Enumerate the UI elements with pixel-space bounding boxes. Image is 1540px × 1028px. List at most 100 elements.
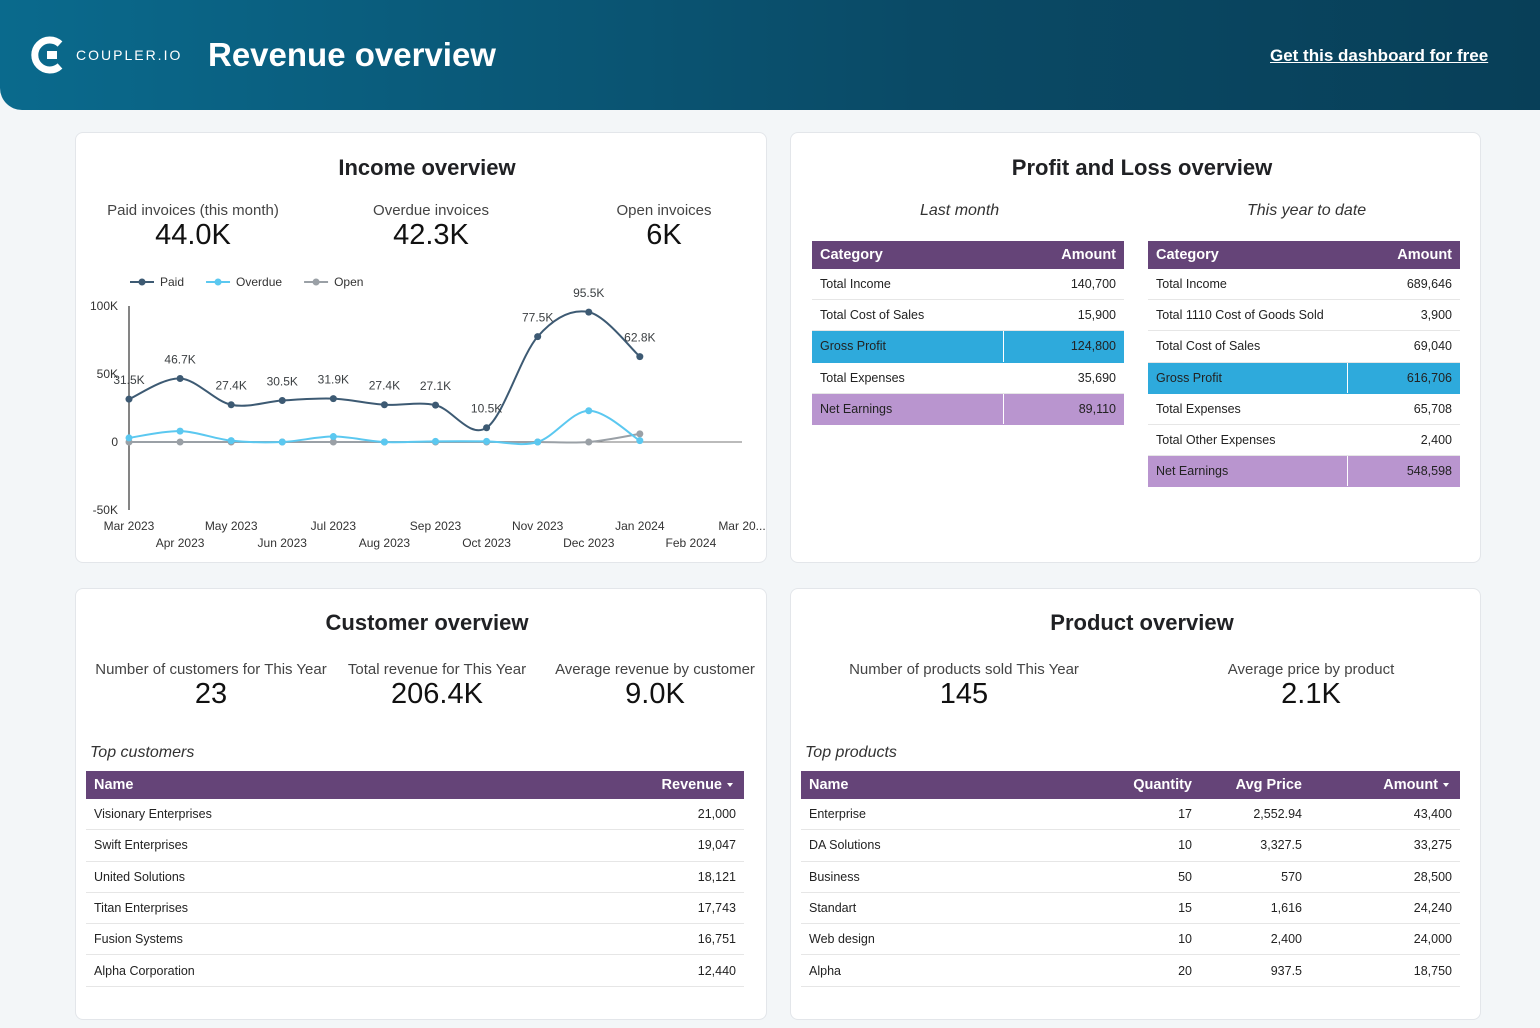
table-cell: 43,400: [1413, 807, 1452, 822]
table-cell: 24,240: [1413, 901, 1452, 916]
data-point: [278, 438, 286, 446]
table-row: Standart 15 1,616 24,240: [801, 893, 1460, 925]
data-point: [176, 438, 184, 446]
y-tick-label: 0: [111, 435, 118, 449]
table-cell: Total Income: [1156, 277, 1227, 292]
table-cell: Visionary Enterprises: [94, 807, 212, 822]
data-label: 31.5K: [113, 373, 144, 387]
legend-label: Paid: [160, 275, 184, 289]
kpi-label: Paid invoices (this month): [107, 202, 279, 219]
data-point: [329, 438, 337, 446]
table-row: Fusion Systems 16,751: [86, 924, 744, 956]
table-cell: 35,690: [1077, 370, 1116, 385]
table-cell: 20: [1178, 963, 1192, 978]
table-row: Gross Profit 124,800: [812, 331, 1124, 363]
table-cell: United Solutions: [94, 869, 186, 884]
data-label: 27.4K: [215, 379, 246, 393]
kpi-label: Average price by product: [1227, 661, 1395, 678]
table-cell: Gross Profit: [1148, 362, 1348, 393]
table-cell: 69,040: [1413, 339, 1452, 354]
x-tick-label: Dec 2023: [563, 536, 615, 550]
table-cell: 19,047: [697, 838, 736, 853]
kpi-value: 23: [194, 678, 228, 710]
kpi-value: 9.0K: [625, 678, 685, 710]
header-bar: [0, 0, 1540, 110]
data-point: [432, 437, 439, 445]
table-cell: Alpha: [809, 963, 841, 978]
legend-dot: [214, 278, 222, 286]
table-cell: 15,900: [1077, 308, 1116, 323]
table-cell: 33,275: [1413, 838, 1452, 853]
table-cell: 18,121: [697, 869, 736, 884]
table-cell: Total Income: [820, 277, 891, 292]
kpi-value: 2.1K: [1281, 678, 1341, 710]
table-row: Total Income 140,700: [812, 269, 1124, 301]
table-cell: Alpha Corporation: [94, 963, 195, 978]
x-tick-label: Jul 2023: [311, 519, 357, 533]
x-tick-label: Apr 2023: [156, 536, 205, 550]
data-table: Category Amount Total Income 140,700 Total C…: [812, 241, 1124, 425]
data-point: [432, 401, 439, 409]
table-header: Category Amount: [812, 241, 1124, 269]
column-header: Quantity: [1133, 777, 1192, 793]
column-header: Name: [809, 777, 849, 793]
data-point: [636, 430, 644, 438]
table-cell: Gross Profit: [812, 331, 1004, 362]
kpi-label: Number of customers for This Year: [95, 661, 327, 678]
kpi-label: Open invoices: [616, 202, 712, 219]
table-row: Total Expenses 65,708: [1148, 394, 1460, 425]
data-point: [483, 437, 491, 445]
column-header: Revenue: [586, 771, 744, 799]
data-label: 10.5K: [471, 402, 502, 416]
table-cell: 937.5: [1270, 963, 1302, 978]
kpi-value: 145: [939, 678, 989, 710]
data-point: [176, 427, 184, 435]
table-cell: 12,440: [697, 963, 736, 978]
table-cell: 24,000: [1413, 932, 1452, 947]
data-table: Name Revenue Visionary Enterprises 21,000 Sw…: [86, 771, 744, 987]
table-row: United Solutions 18,121: [86, 862, 744, 893]
table-cell: Total Cost of Sales: [820, 308, 925, 323]
table-cell: 3,327.5: [1260, 838, 1302, 853]
product-panel: [790, 588, 1481, 1020]
x-tick-label: Mar 2023: [104, 519, 155, 533]
column-header: Amount: [1061, 247, 1116, 263]
table-row: Enterprise 17 2,552.94 43,400: [801, 799, 1460, 831]
table-row: Net Earnings 89,110: [812, 393, 1124, 425]
panel-title: Profit and Loss overview: [1011, 155, 1273, 180]
table-cell: 140,700: [1070, 277, 1116, 292]
customer-panel: [75, 588, 767, 1020]
legend-dot: [312, 278, 320, 286]
table-cell: 10: [1178, 838, 1192, 853]
cta-link[interactable]: Get this dashboard for free: [1270, 46, 1489, 65]
table-cell: 50: [1178, 869, 1192, 884]
table-cell: 570: [1281, 869, 1302, 884]
table-cell: 17,743: [697, 901, 736, 916]
table-cell: Net Earnings: [812, 393, 1004, 424]
table-row: Visionary Enterprises 21,000: [86, 799, 744, 831]
data-point: [329, 433, 337, 441]
column-header: Amount: [1310, 771, 1460, 799]
table-row: Swift Enterprises 19,047: [86, 830, 744, 862]
sort-icon[interactable]: [1438, 781, 1452, 789]
table-row: Alpha 20 937.5 18,750: [801, 955, 1460, 987]
table-caption: Top customers: [90, 744, 195, 761]
table-cell: Swift Enterprises: [94, 838, 188, 853]
table-header: Name Quantity Avg Price Amount: [801, 771, 1460, 799]
data-point: [585, 308, 593, 316]
table-cell: Fusion Systems: [94, 932, 183, 947]
data-point: [125, 395, 133, 403]
x-tick-label: Oct 2023: [462, 536, 511, 550]
table-cell: Standart: [809, 901, 857, 916]
data-point: [278, 397, 286, 405]
table-cell: Business: [809, 869, 860, 884]
table-cell: Total 1110 Cost of Goods Sold: [1156, 308, 1324, 323]
table-caption: Top products: [805, 744, 897, 761]
table-header: Category Amount: [1148, 241, 1460, 269]
table-cell: Total Cost of Sales: [1156, 339, 1261, 354]
table-row: Business 50 570 28,500: [801, 862, 1460, 893]
table-header: Name Revenue: [86, 771, 744, 799]
legend-label: Open: [334, 275, 363, 289]
sort-icon[interactable]: [722, 781, 736, 789]
